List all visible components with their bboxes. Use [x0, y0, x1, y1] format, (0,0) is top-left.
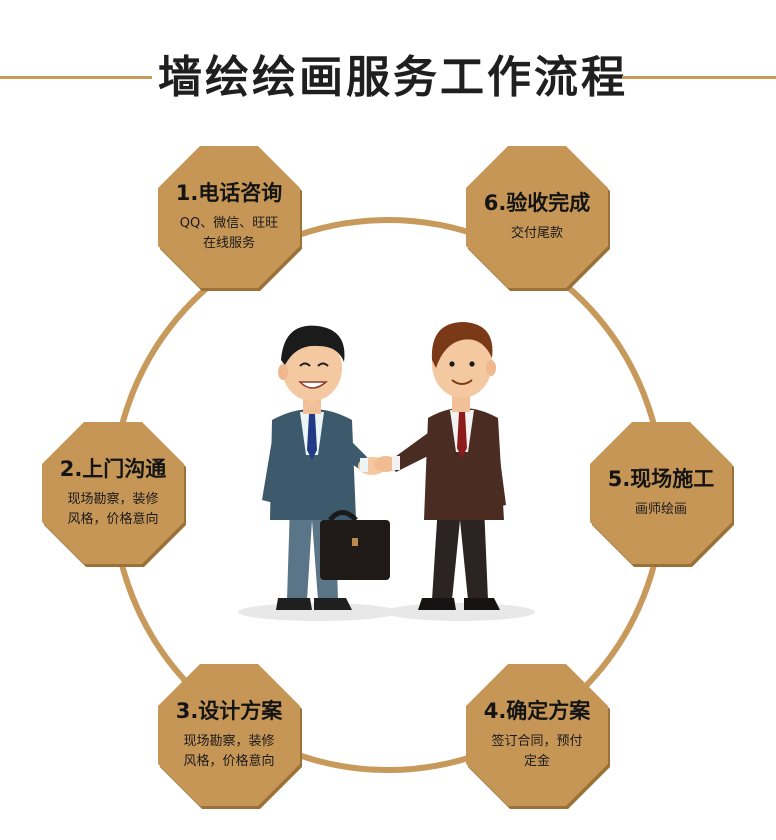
step-1-description: QQ、微信、旺旺 在线服务 [179, 216, 279, 251]
handshake-illustration [358, 456, 400, 475]
businessman-right-illustration [388, 322, 506, 610]
octagon-shape [42, 422, 186, 567]
step-4-description: 签订合同，预付 定金 [491, 734, 583, 769]
step-6-title: 6.验收完成 [483, 191, 591, 215]
businessman-left-illustration [262, 325, 372, 610]
step-1-title: 1.电话咨询 [175, 181, 283, 205]
briefcase-illustration [320, 510, 390, 580]
step-3-title: 3.设计方案 [175, 699, 283, 723]
title-bar: 墙绘绘画服务工作流程 [0, 42, 776, 112]
page-title: 墙绘绘画服务工作流程 [158, 52, 628, 103]
step-2-description: 现场勘察，装修 风格，价格意向 [67, 492, 159, 527]
octagon-shape [158, 664, 302, 809]
step-5-title: 5.现场施工 [607, 467, 715, 491]
step-2-octagon: 2.上门沟通 现场勘察，装修 风格，价格意向 [38, 418, 188, 568]
step-3-description: 现场勘察，装修 风格，价格意向 [183, 734, 275, 769]
step-1-octagon: 1.电话咨询 QQ、微信、旺旺 在线服务 [154, 142, 304, 292]
title-line-left [0, 76, 152, 79]
step-4-octagon: 4.确定方案 签订合同，预付 定金 [462, 660, 612, 810]
octagon-shape [158, 146, 302, 291]
octagon-shape [466, 664, 610, 809]
step-5-octagon: 5.现场施工 画师绘画 [586, 418, 736, 568]
step-3-octagon: 3.设计方案 现场勘察，装修 风格，价格意向 [154, 660, 304, 810]
octagon-shape [466, 146, 610, 291]
title-line-right [622, 76, 776, 79]
floor-shadow-right [385, 603, 535, 621]
step-6-description: 交付尾款 [510, 226, 563, 241]
step-5-description: 画师绘画 [634, 502, 687, 517]
step-2-title: 2.上门沟通 [59, 457, 167, 481]
step-6-octagon: 6.验收完成 交付尾款 [462, 142, 612, 292]
octagon-shape [590, 422, 734, 567]
step-4-title: 4.确定方案 [483, 699, 591, 723]
